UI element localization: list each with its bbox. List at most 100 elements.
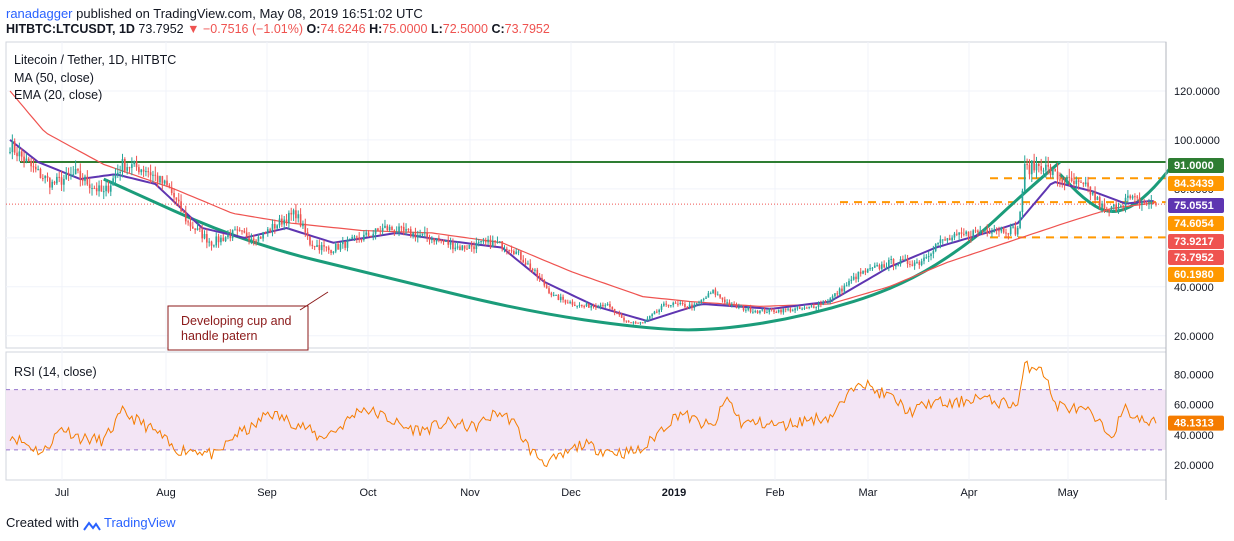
candle-body <box>1145 203 1148 205</box>
candle-body <box>581 304 583 307</box>
candle-body <box>721 297 724 300</box>
candle-body <box>691 304 693 309</box>
candle-body <box>541 277 543 281</box>
candle-body <box>360 239 363 241</box>
candle-body <box>702 298 705 300</box>
candle-body <box>864 270 867 273</box>
candle-body <box>1077 180 1080 182</box>
high-label: H: <box>369 22 383 36</box>
candle-body <box>843 285 846 292</box>
candle-body <box>967 231 970 237</box>
candle-body <box>468 244 471 249</box>
candle-body <box>953 233 956 238</box>
candle-body <box>927 256 930 258</box>
candle-body <box>730 304 733 306</box>
candle-body <box>775 311 778 313</box>
candle-body <box>13 141 16 153</box>
annotation-pointer <box>299 291 329 311</box>
candle-body <box>245 232 248 238</box>
candle-body <box>850 279 853 281</box>
candle-body <box>665 303 668 305</box>
candle-body <box>1127 195 1129 198</box>
candle-body <box>81 179 84 182</box>
candle-body <box>709 293 712 295</box>
candle-body <box>454 247 457 250</box>
candle-body <box>243 230 246 233</box>
candle-body <box>1049 166 1052 175</box>
price-badge: 73.9217 <box>1174 236 1214 248</box>
time-tick-label: Dec <box>561 487 581 499</box>
candle-body <box>391 226 393 231</box>
candle-body <box>330 250 332 254</box>
candle-body <box>606 304 609 306</box>
candle-body <box>374 228 377 234</box>
tradingview-brand-link[interactable]: TradingView <box>104 515 176 530</box>
candle-body <box>1117 207 1120 211</box>
candle-body <box>372 233 375 237</box>
candle-body <box>147 171 150 173</box>
candle-body <box>1009 226 1012 235</box>
candle-body <box>494 240 496 243</box>
candle-body <box>37 168 39 170</box>
candle-body <box>370 235 372 237</box>
candle-body <box>742 306 745 311</box>
candle-body <box>491 240 494 248</box>
candle-body <box>946 238 949 241</box>
candle-body <box>646 318 649 322</box>
candle-body <box>393 230 396 233</box>
annotation-box[interactable] <box>167 305 309 351</box>
candle-body <box>30 161 32 167</box>
candle-body <box>65 172 68 179</box>
candle-body <box>170 187 173 193</box>
candle-body <box>963 233 965 235</box>
candle-body <box>234 229 236 231</box>
chart-canvas[interactable]: Developing cup and handle patern 120.000… <box>0 40 1234 510</box>
candle-body <box>1150 200 1153 204</box>
candle-body <box>405 229 407 231</box>
candle-body <box>1108 210 1110 212</box>
candle-body <box>128 167 131 169</box>
candle-body <box>890 258 892 260</box>
price-badge-bg <box>1168 267 1224 282</box>
candle-body <box>475 242 478 250</box>
published-text: published on TradingView.com, May 08, 20… <box>76 6 423 21</box>
candle-body <box>515 251 518 255</box>
candle-body <box>466 248 468 250</box>
candle-body <box>651 314 653 317</box>
candle-body <box>693 304 696 309</box>
candle-body <box>149 172 152 176</box>
candle-body <box>1129 195 1132 199</box>
candle-body <box>351 237 353 240</box>
candle-body <box>623 317 625 321</box>
candle-body <box>974 230 977 232</box>
candle-body <box>520 251 522 260</box>
candle-body <box>114 175 117 179</box>
candle-body <box>592 305 595 307</box>
candle-body <box>723 299 726 303</box>
candle-body <box>325 246 328 248</box>
candle-body <box>988 233 991 235</box>
candle-body <box>752 311 754 313</box>
candle-body <box>845 285 848 287</box>
candle-body <box>421 233 424 235</box>
price-badge-bg <box>1168 250 1224 265</box>
candle-body <box>459 246 461 251</box>
candle-body <box>677 303 679 305</box>
author-link[interactable]: ranadagger <box>6 6 73 21</box>
rsi-tick-label: 60.0000 <box>1174 400 1214 412</box>
candle-body <box>1089 186 1092 195</box>
candle-body <box>334 244 337 252</box>
candle-body <box>1023 164 1026 191</box>
candle-body <box>695 303 698 305</box>
candle-body <box>297 214 300 219</box>
candle-body <box>602 304 604 307</box>
candle-body <box>667 304 670 307</box>
candle-body <box>332 251 335 254</box>
price-badge-bg <box>1168 198 1224 213</box>
candle-body <box>116 172 119 176</box>
candle-body <box>902 259 904 261</box>
candle-body <box>487 239 489 243</box>
candle-body <box>53 181 56 184</box>
candle-body <box>163 180 166 184</box>
candle-body <box>773 309 775 312</box>
